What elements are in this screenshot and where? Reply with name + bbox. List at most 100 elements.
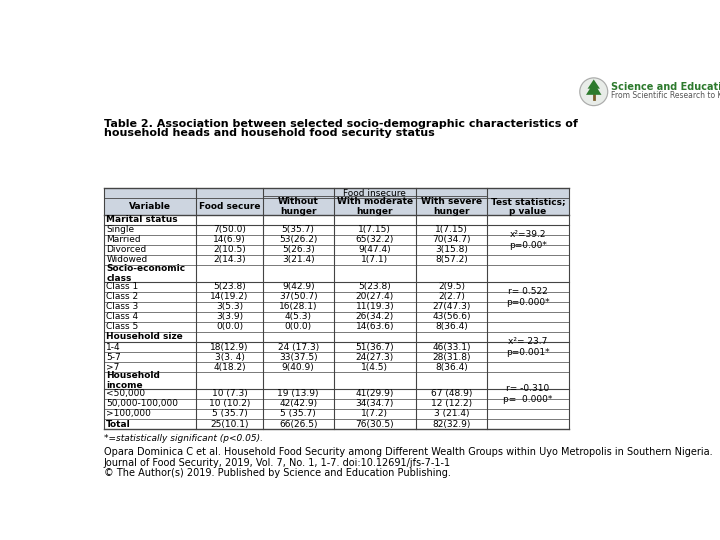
Text: 42(42.9): 42(42.9) [279,400,318,408]
Text: Class 2: Class 2 [107,293,138,301]
Bar [104,302,569,312]
Text: Science and Education Publishing: Science and Education Publishing [611,82,720,92]
Text: 7(50.0): 7(50.0) [213,226,246,234]
Bar [104,322,569,332]
Text: From Scientific Research to Knowledge: From Scientific Research to Knowledge [611,91,720,100]
Text: 5(23.8): 5(23.8) [359,282,391,292]
Text: 14(19.2): 14(19.2) [210,293,248,301]
Text: 9(42.9): 9(42.9) [282,282,315,292]
Text: Class 1: Class 1 [107,282,138,292]
Text: 3(3. 4): 3(3. 4) [215,353,244,361]
Text: 3 (21.4): 3 (21.4) [433,409,469,418]
Text: x²= 23.7
p=0.001*: x²= 23.7 p=0.001* [506,337,550,357]
Text: Food insecure: Food insecure [343,188,406,198]
Text: Household
income: Household income [107,370,160,390]
Bar [104,312,569,322]
Bar [197,188,263,198]
Bar [263,188,334,198]
Bar [487,198,569,215]
Text: 0(0.0): 0(0.0) [284,322,312,332]
Text: 20(27.4): 20(27.4) [356,293,394,301]
Text: Food secure: Food secure [199,202,260,211]
Bar [104,215,569,225]
Text: © The Author(s) 2019. Published by Science and Education Publishing.: © The Author(s) 2019. Published by Scien… [104,468,451,477]
Text: Widowed: Widowed [107,255,148,265]
Text: 53(26.2): 53(26.2) [279,235,318,245]
Text: x²=39.2
p=0.00*: x²=39.2 p=0.00* [509,230,547,250]
Bar [104,188,197,198]
Text: 2(2.7): 2(2.7) [438,293,465,301]
Text: 10 (7.3): 10 (7.3) [212,389,248,399]
Text: Divorced: Divorced [107,246,147,254]
Text: 3(3.9): 3(3.9) [216,313,243,321]
Text: 14(63.6): 14(63.6) [356,322,394,332]
Text: 50,000-100,000: 50,000-100,000 [107,400,179,408]
Text: 37(50.7): 37(50.7) [279,293,318,301]
Polygon shape [586,83,601,95]
Bar [334,188,415,198]
Text: 10 (10.2): 10 (10.2) [209,400,250,408]
Bar [104,389,569,399]
Text: 14(6.9): 14(6.9) [213,235,246,245]
Text: 82(32.9): 82(32.9) [432,420,471,429]
Text: 1(7.15): 1(7.15) [359,226,391,234]
Text: Without
hunger: Without hunger [278,197,319,217]
Text: 2(14.3): 2(14.3) [213,255,246,265]
Text: household heads and household food security status: household heads and household food secur… [104,128,435,138]
Bar [104,292,569,302]
Text: 5 (35.7): 5 (35.7) [212,409,248,418]
Text: 1(7.2): 1(7.2) [361,409,388,418]
Text: Household size: Household size [107,333,183,341]
Bar [104,265,569,282]
Text: 2(9.5): 2(9.5) [438,282,465,292]
Text: With moderate
hunger: With moderate hunger [337,197,413,217]
Circle shape [580,78,608,106]
Bar [415,198,487,215]
Bar [104,372,569,389]
Text: 24 (17.3): 24 (17.3) [278,342,319,352]
Text: 46(33.1): 46(33.1) [432,342,471,352]
Text: r= 0.522
p=0.000*: r= 0.522 p=0.000* [506,287,550,307]
Polygon shape [588,79,600,89]
Bar [104,245,569,255]
Bar [104,352,569,362]
Text: Marital status: Marital status [107,215,178,225]
Text: 2(10.5): 2(10.5) [213,246,246,254]
Text: 76(30.5): 76(30.5) [356,420,394,429]
Text: 24(27.3): 24(27.3) [356,353,394,361]
Text: 1(7.15): 1(7.15) [435,226,468,234]
Text: 65(32.2): 65(32.2) [356,235,394,245]
Text: 5(26.3): 5(26.3) [282,246,315,254]
Text: 5-7: 5-7 [107,353,121,361]
Bar [104,235,569,245]
Text: Variable: Variable [129,202,171,211]
Text: 66(26.5): 66(26.5) [279,420,318,429]
Text: Table 2. Association between selected socio-demographic characteristics of: Table 2. Association between selected so… [104,119,578,129]
Text: Socio-economic
class: Socio-economic class [107,264,186,284]
Bar [104,409,569,419]
Text: 8(36.4): 8(36.4) [435,322,468,332]
Text: Total: Total [107,420,131,429]
Bar [104,399,569,409]
Bar [104,342,569,352]
Text: 51(36.7): 51(36.7) [356,342,394,352]
Text: 0(0.0): 0(0.0) [216,322,243,332]
Text: 43(56.6): 43(56.6) [432,313,471,321]
Bar [104,255,569,265]
Text: Journal of Food Security, 2019, Vol. 7, No. 1, 1-7. doi:10.12691/jfs-7-1-1: Journal of Food Security, 2019, Vol. 7, … [104,457,451,468]
Text: 3(5.3): 3(5.3) [216,302,243,312]
Text: 1(4.5): 1(4.5) [361,362,388,372]
Text: Test statistics;
p value: Test statistics; p value [491,197,565,217]
Text: 33(37.5): 33(37.5) [279,353,318,361]
Bar [104,362,569,372]
Text: Married: Married [107,235,141,245]
Text: 67 (48.9): 67 (48.9) [431,389,472,399]
Bar [487,188,569,198]
Text: 12 (12.2): 12 (12.2) [431,400,472,408]
Text: 3(21.4): 3(21.4) [282,255,315,265]
Bar [104,225,569,235]
Text: 18(12.9): 18(12.9) [210,342,248,352]
Text: 9(40.9): 9(40.9) [282,362,315,372]
Text: Class 5: Class 5 [107,322,138,332]
Text: r= -0.310
p=  0.000*: r= -0.310 p= 0.000* [503,384,553,404]
